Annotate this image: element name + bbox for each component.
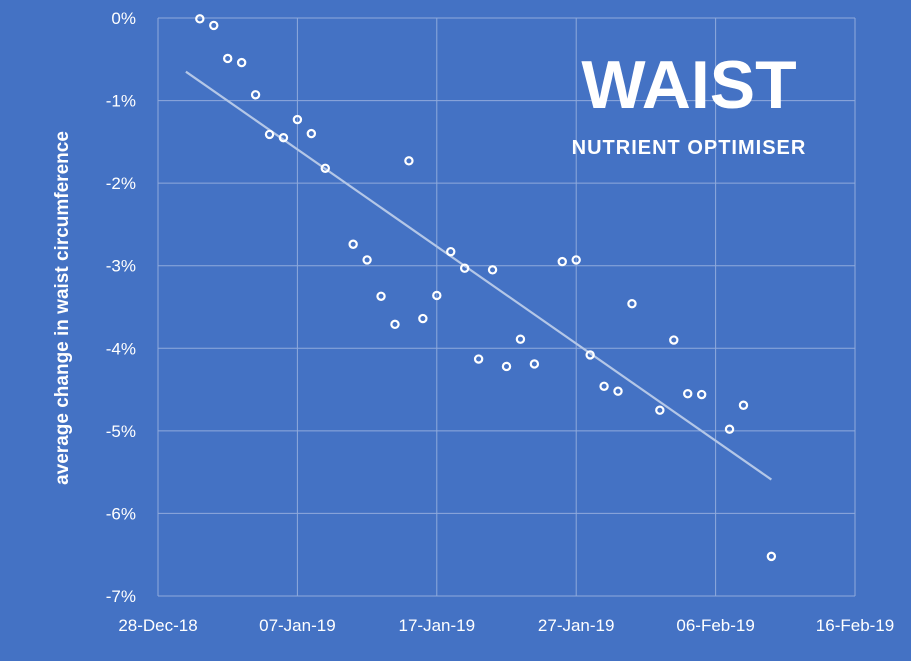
data-point xyxy=(724,424,735,434)
data-point xyxy=(613,386,623,396)
data-point xyxy=(473,354,484,364)
data-point xyxy=(250,90,261,100)
y-tick-label: -4% xyxy=(106,339,136,358)
data-point xyxy=(487,265,498,275)
trendline xyxy=(185,70,772,481)
data-point xyxy=(278,133,289,143)
y-tick-label: -7% xyxy=(106,587,136,606)
data-point xyxy=(571,255,581,265)
data-point xyxy=(557,256,567,267)
data-point xyxy=(236,57,247,68)
data-point xyxy=(515,334,526,344)
data-point xyxy=(529,359,540,369)
x-tick-label: 16-Feb-19 xyxy=(816,616,894,635)
data-points xyxy=(195,14,777,562)
y-tick-label: -5% xyxy=(106,422,136,441)
data-point xyxy=(390,319,400,330)
data-point xyxy=(446,246,456,257)
data-point xyxy=(627,298,637,309)
y-axis-title: average change in waist circumference xyxy=(52,131,73,485)
data-point xyxy=(585,350,595,360)
y-tick-label: -3% xyxy=(106,257,136,276)
data-point xyxy=(418,313,428,324)
x-tick-label: 28-Dec-18 xyxy=(118,616,197,635)
data-point xyxy=(209,20,219,31)
data-point xyxy=(195,14,205,24)
y-tick-label: -2% xyxy=(106,174,136,193)
data-point xyxy=(459,263,470,273)
grid xyxy=(157,17,856,597)
data-point xyxy=(599,381,609,391)
data-point xyxy=(766,551,777,562)
data-point xyxy=(501,361,512,372)
chart-title: WAIST xyxy=(581,47,796,123)
y-tick-label: -1% xyxy=(106,92,136,111)
trendline-layer xyxy=(185,70,772,481)
data-point xyxy=(738,400,749,410)
y-axis-tick-labels: 0% -1% -2% -3% -4% -5% -6% -7% xyxy=(106,9,136,606)
data-point xyxy=(264,129,275,140)
data-point xyxy=(348,239,358,249)
data-point xyxy=(655,405,665,415)
chart-subtitle: NUTRIENT OPTIMISER xyxy=(572,137,807,159)
y-tick-label: -6% xyxy=(106,504,136,523)
data-point xyxy=(376,291,386,301)
y-tick-label: 0% xyxy=(111,9,136,28)
data-point xyxy=(362,255,372,265)
data-point xyxy=(306,128,317,139)
x-tick-label: 17-Jan-19 xyxy=(399,616,476,635)
x-tick-label: 27-Jan-19 xyxy=(538,616,615,635)
x-tick-label: 06-Feb-19 xyxy=(676,616,754,635)
data-point xyxy=(404,156,414,166)
data-point xyxy=(222,53,233,64)
data-point xyxy=(320,163,330,173)
data-point xyxy=(432,290,442,301)
data-point xyxy=(669,335,679,345)
data-point xyxy=(696,389,707,400)
data-point xyxy=(683,389,693,399)
data-point xyxy=(292,114,303,125)
x-tick-label: 07-Jan-19 xyxy=(259,616,336,635)
x-axis-tick-labels: 28-Dec-18 07-Jan-19 17-Jan-19 27-Jan-19 06-F… xyxy=(118,616,894,635)
